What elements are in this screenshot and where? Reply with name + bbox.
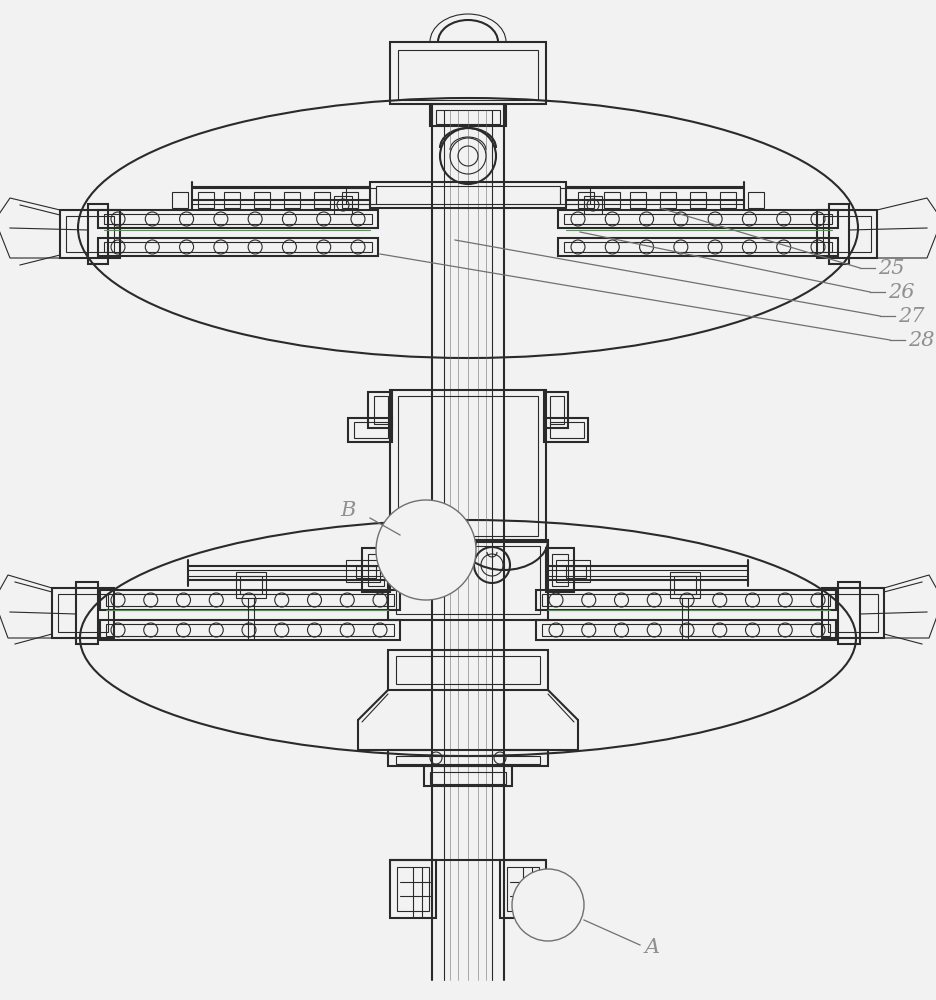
Bar xyxy=(719,192,735,208)
Bar xyxy=(356,566,375,578)
Bar xyxy=(583,196,601,214)
Text: 25: 25 xyxy=(877,258,903,277)
Circle shape xyxy=(511,869,583,941)
Bar xyxy=(66,216,114,252)
Bar xyxy=(549,422,583,438)
Bar xyxy=(822,216,870,252)
Bar xyxy=(430,772,505,784)
Bar xyxy=(51,588,114,638)
Bar xyxy=(396,546,539,614)
Bar xyxy=(659,192,675,208)
Bar xyxy=(354,422,388,438)
Bar xyxy=(236,572,266,598)
Bar xyxy=(58,594,108,632)
Bar xyxy=(549,396,563,424)
Bar xyxy=(689,192,705,208)
Bar xyxy=(430,104,505,126)
Bar xyxy=(370,182,565,208)
Bar xyxy=(104,214,372,224)
Bar xyxy=(541,594,829,606)
Circle shape xyxy=(375,500,475,600)
Bar xyxy=(284,192,300,208)
Bar xyxy=(563,242,831,252)
Bar xyxy=(544,392,567,428)
Bar xyxy=(314,192,329,208)
Bar xyxy=(76,582,98,644)
Bar xyxy=(224,192,240,208)
Bar xyxy=(673,576,695,594)
Bar xyxy=(558,210,837,228)
Bar xyxy=(396,756,539,764)
Bar xyxy=(172,192,188,208)
Bar xyxy=(100,590,400,610)
Bar xyxy=(375,186,560,204)
Bar xyxy=(500,860,546,918)
Bar xyxy=(398,50,537,100)
Bar xyxy=(506,867,538,911)
Bar xyxy=(558,238,837,256)
Bar xyxy=(535,590,835,610)
Bar xyxy=(816,210,876,258)
Bar xyxy=(396,656,539,684)
Bar xyxy=(604,192,620,208)
Bar xyxy=(435,110,500,124)
Bar xyxy=(347,418,391,442)
Bar xyxy=(397,867,429,911)
Bar xyxy=(747,192,763,208)
Bar xyxy=(544,418,588,442)
Bar xyxy=(629,192,645,208)
Bar xyxy=(389,860,435,918)
Bar xyxy=(88,204,108,264)
Bar xyxy=(827,594,877,632)
Text: 26: 26 xyxy=(887,282,914,302)
Bar xyxy=(373,396,388,424)
Bar xyxy=(240,576,262,594)
Bar xyxy=(828,204,848,264)
Bar xyxy=(98,210,377,228)
Bar xyxy=(342,192,358,208)
Bar xyxy=(106,624,393,636)
Bar xyxy=(368,392,391,428)
Bar xyxy=(669,572,699,598)
Bar xyxy=(368,554,384,586)
Bar xyxy=(388,540,548,620)
Bar xyxy=(424,766,511,786)
Bar xyxy=(551,554,567,586)
Bar xyxy=(389,42,546,104)
Bar xyxy=(535,620,835,640)
Text: A: A xyxy=(644,938,660,957)
Bar xyxy=(361,548,389,592)
Bar xyxy=(541,624,829,636)
Bar xyxy=(100,620,400,640)
Bar xyxy=(565,566,585,578)
Bar xyxy=(60,210,120,258)
Text: B: B xyxy=(340,500,355,520)
Bar xyxy=(555,560,590,582)
Bar xyxy=(345,188,375,204)
Bar xyxy=(563,214,831,224)
Bar xyxy=(398,396,537,536)
Bar xyxy=(389,390,546,542)
Bar xyxy=(98,238,377,256)
Bar xyxy=(104,242,372,252)
Bar xyxy=(106,594,393,606)
Bar xyxy=(388,750,548,766)
Bar xyxy=(345,560,380,582)
Bar xyxy=(197,192,213,208)
Bar xyxy=(333,196,352,214)
Bar xyxy=(821,588,883,638)
Bar xyxy=(578,192,593,208)
Bar xyxy=(254,192,270,208)
Bar xyxy=(560,188,590,204)
Bar xyxy=(388,650,548,690)
Text: 27: 27 xyxy=(897,306,924,326)
Bar xyxy=(837,582,859,644)
Text: 28: 28 xyxy=(907,330,933,350)
Bar xyxy=(546,548,574,592)
